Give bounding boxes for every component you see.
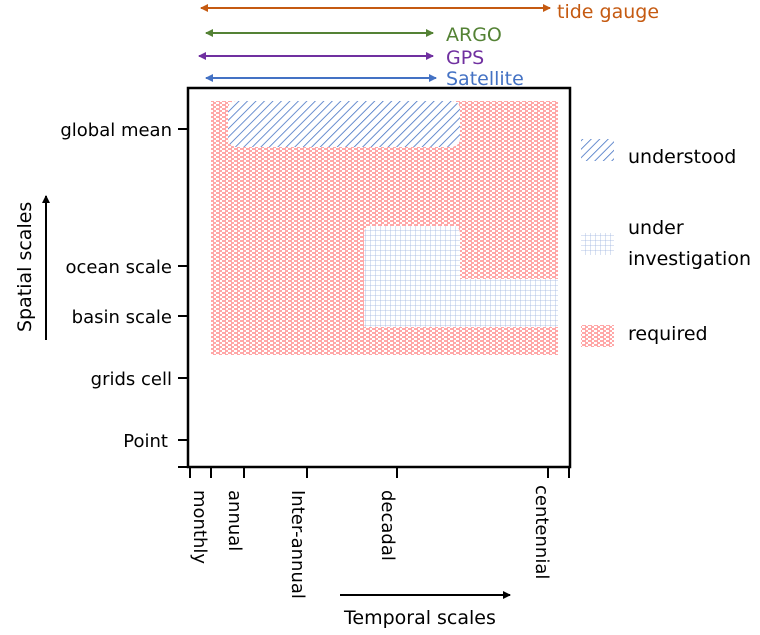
- plot-frame: [186, 86, 572, 469]
- x-ticks: [189, 467, 570, 478]
- legend-understood-swatch: [581, 139, 614, 161]
- y-tick-point: Point: [123, 431, 168, 452]
- legend-investigation-label-line2: investigation: [628, 248, 751, 270]
- y-ticks: [178, 128, 188, 468]
- legend-investigation-label-line1: under: [628, 217, 684, 239]
- instrument-argo: ARGO: [205, 24, 502, 46]
- satellite-label: Satellite: [446, 68, 524, 90]
- x-tick-inter-annual: Inter-annual: [287, 490, 308, 599]
- x-tick-centennial: centennial: [531, 485, 552, 579]
- gps-label: GPS: [446, 47, 484, 69]
- y-tick-grids-cell: grids cell: [91, 369, 172, 390]
- tide-gauge-label: tide gauge: [557, 1, 659, 23]
- legend: understood under investigation required: [581, 139, 751, 347]
- understood-region: [228, 101, 460, 147]
- y-tick-ocean-scale: ocean scale: [65, 257, 172, 278]
- instrument-tide-gauge: tide gauge: [200, 1, 659, 23]
- instrument-satellite: Satellite: [205, 68, 524, 90]
- legend-understood-label: understood: [628, 146, 736, 168]
- y-tick-global-mean: global mean: [60, 120, 172, 141]
- under-investigation-region: [364, 226, 558, 327]
- x-tick-monthly: monthly: [189, 490, 210, 564]
- legend-investigation-swatch: [581, 233, 614, 255]
- argo-label: ARGO: [446, 24, 502, 46]
- x-tick-annual: annual: [224, 490, 245, 551]
- y-tick-basin-scale: basin scale: [72, 307, 172, 328]
- x-tick-decadal: decadal: [377, 490, 398, 561]
- legend-required-label: required: [628, 323, 708, 345]
- x-axis-title: Temporal scales: [343, 607, 496, 629]
- y-axis-title: Spatial scales: [14, 202, 36, 332]
- instrument-gps: GPS: [198, 47, 484, 69]
- legend-required-swatch: [581, 325, 614, 347]
